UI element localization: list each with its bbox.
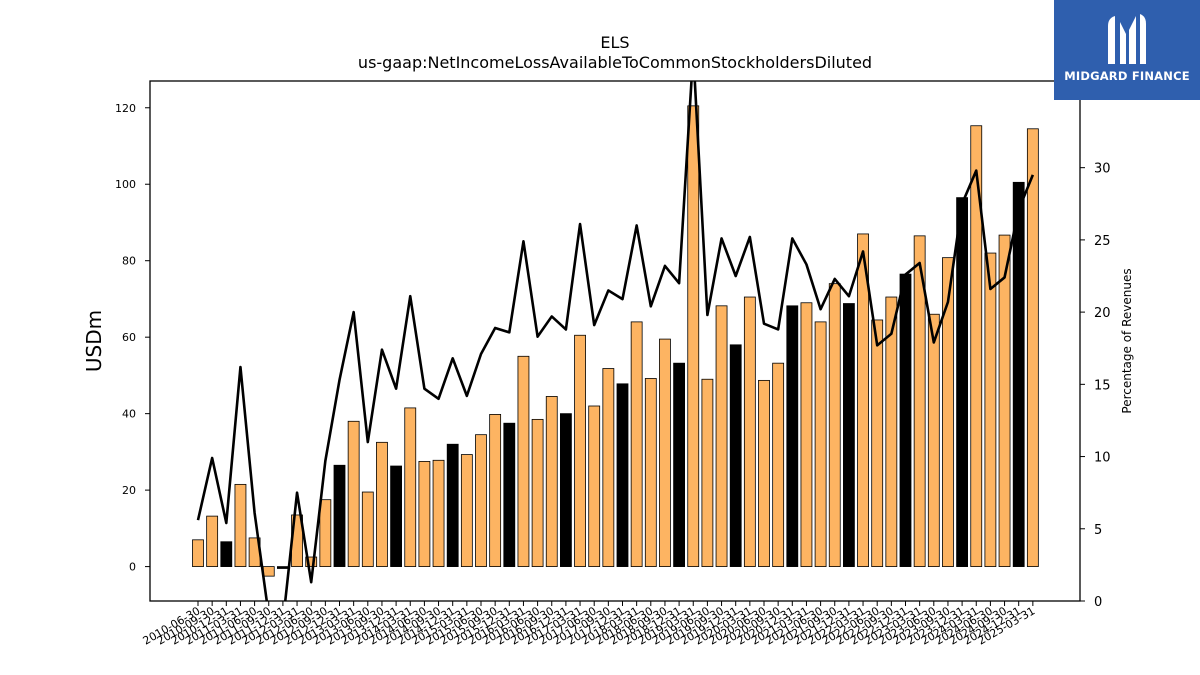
bar-2013-03-31 xyxy=(347,420,360,567)
x-axis: 2010-06-302010-09-302010-12-312011-03-31… xyxy=(141,601,1037,648)
y2-tick-label: 25 xyxy=(1094,234,1111,249)
bar-2011-09-30 xyxy=(262,566,275,577)
bar-2021-03-31 xyxy=(800,302,813,567)
bar-2014-03-31 xyxy=(404,407,417,567)
bar-2016-09-30 xyxy=(545,396,558,567)
bar-2016-03-31 xyxy=(517,355,530,567)
y-axis-right: 0 5 10 15 20 25 30 xyxy=(1080,162,1111,610)
chart-title: ELS xyxy=(600,33,630,52)
bar-2023-12-31 xyxy=(956,197,968,567)
bar-2022-06-30 xyxy=(871,319,884,567)
midgard-monogram-icon xyxy=(1108,14,1146,64)
bar-2011-12-31 xyxy=(276,566,289,569)
bar-2024-06-30 xyxy=(984,252,997,567)
bar-2015-03-31 xyxy=(460,454,473,567)
chart-subtitle: us-gaap:NetIncomeLossAvailableToCommonSt… xyxy=(357,53,873,72)
bar-2019-12-31 xyxy=(729,344,742,567)
bar-2024-12-31 xyxy=(1012,181,1025,567)
bar-2011-03-31 xyxy=(234,483,247,567)
bar-2010-12-31 xyxy=(220,541,233,567)
bar-2024-09-30 xyxy=(998,234,1011,567)
bar-2019-03-31 xyxy=(687,105,700,567)
y-tick-label: 0 xyxy=(129,561,136,574)
y-tick-label: 60 xyxy=(122,331,136,344)
y-tick-label: 100 xyxy=(115,178,136,191)
bar-2019-06-30 xyxy=(701,378,714,567)
bar-2020-06-30 xyxy=(758,379,770,567)
line-series xyxy=(196,81,1035,601)
bar-2013-06-30 xyxy=(361,491,374,567)
bar-2015-06-30 xyxy=(475,434,487,567)
y2-tick-label: 5 xyxy=(1094,523,1102,538)
bar-2010-09-30 xyxy=(206,515,219,567)
y2-tick-label: 20 xyxy=(1094,306,1111,321)
bar-2017-03-31 xyxy=(574,334,586,567)
percentage-line xyxy=(196,81,1035,601)
bar-2022-12-31 xyxy=(899,273,912,567)
bar-2016-12-31 xyxy=(560,413,572,567)
bar-2020-12-31 xyxy=(786,305,799,567)
y-axis-left: 0 20 40 60 80 100 120 xyxy=(115,102,150,574)
bar-2024-03-31 xyxy=(970,125,983,567)
bar-2020-09-30 xyxy=(772,362,785,567)
bar-2022-09-30 xyxy=(885,296,898,567)
y2-tick-label: 15 xyxy=(1094,378,1111,393)
y-tick-label: 80 xyxy=(122,255,136,268)
brand-logo: MIDGARD FINANCE xyxy=(1054,0,1200,100)
bar-2022-03-31 xyxy=(857,233,869,567)
bar-2012-12-31 xyxy=(333,464,346,567)
bar-2018-12-31 xyxy=(673,362,685,567)
bar-2015-09-30 xyxy=(489,414,502,567)
bar-2014-06-30 xyxy=(418,461,431,567)
y-tick-label: 120 xyxy=(115,102,136,115)
bar-2017-06-30 xyxy=(588,405,601,567)
bar-2010-06-30 xyxy=(192,539,204,567)
bar-2025-03-31 xyxy=(1026,128,1039,567)
bar-series xyxy=(192,105,1039,577)
bar-2014-12-31 xyxy=(446,443,459,567)
bar-2021-09-30 xyxy=(828,283,841,567)
bar-2021-12-31 xyxy=(843,303,855,567)
bar-2017-09-30 xyxy=(602,368,615,567)
y2-tick-label: 0 xyxy=(1094,595,1102,610)
bar-2018-06-30 xyxy=(644,378,657,567)
bar-2013-09-30 xyxy=(376,441,388,567)
brand-name: MIDGARD FINANCE xyxy=(1064,69,1190,83)
bar-2023-06-30 xyxy=(927,313,940,567)
y-tick-label: 20 xyxy=(122,484,136,497)
bar-2012-09-30 xyxy=(319,499,332,567)
y-tick-label: 40 xyxy=(122,408,136,421)
bar-2019-09-30 xyxy=(715,305,728,567)
bar-2023-03-31 xyxy=(913,235,926,567)
y-axis-label: USDm xyxy=(82,310,106,372)
bar-2023-09-30 xyxy=(942,257,954,567)
bar-2014-09-30 xyxy=(432,459,445,567)
bar-2012-06-30 xyxy=(305,556,318,567)
y2-axis-label: Percentage of Revenues xyxy=(1120,268,1134,413)
bar-2021-06-30 xyxy=(814,321,827,567)
bar-2017-12-31 xyxy=(616,383,629,567)
bar-2016-06-30 xyxy=(531,418,544,567)
bar-2018-03-31 xyxy=(630,321,643,567)
bar-2013-12-31 xyxy=(390,465,403,567)
y2-tick-label: 30 xyxy=(1094,162,1111,177)
plot-frame xyxy=(149,80,1081,602)
bar-2018-09-30 xyxy=(659,338,671,567)
bar-2015-12-31 xyxy=(503,422,516,567)
y2-tick-label: 10 xyxy=(1094,451,1111,466)
bar-2020-03-31 xyxy=(743,296,756,567)
